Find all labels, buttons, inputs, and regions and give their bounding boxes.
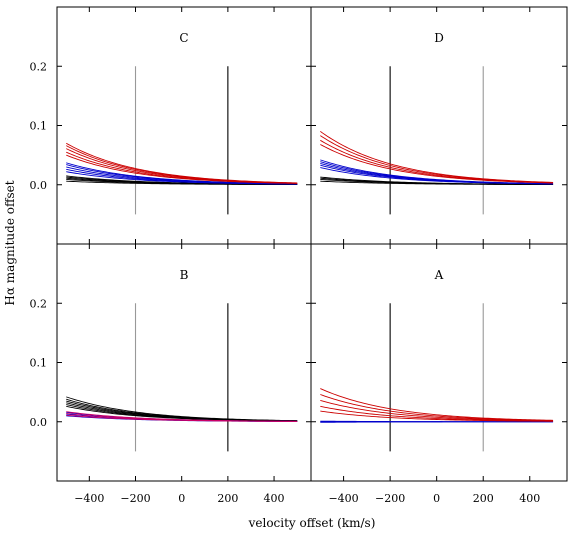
y-tick-label: 0.2 <box>30 60 48 73</box>
panel-label: D <box>434 31 444 45</box>
series-line-black <box>320 176 554 185</box>
y-tick-label: 0.0 <box>30 416 48 429</box>
series-line-red <box>320 394 554 421</box>
series-line-blue <box>66 162 298 185</box>
panel-label: A <box>434 268 444 282</box>
panel-D: D <box>310 6 568 245</box>
panels: C D B A <box>56 6 568 482</box>
x-tick-label: −400 <box>74 492 104 505</box>
y-tick-label: 0.0 <box>30 179 48 192</box>
ticks: 0.0 0.1 0.2 0.0 0.1 0.2 −400 −200 0 200 400 −400 −20… <box>30 60 541 505</box>
panel-C: C <box>56 6 312 245</box>
x-tick-label: 400 <box>264 492 285 505</box>
panel-label: C <box>179 31 188 45</box>
x-tick-label: −400 <box>328 492 358 505</box>
panel-A: A <box>310 243 568 482</box>
y-tick-label: 0.1 <box>30 120 48 133</box>
y-tick-label: 0.1 <box>30 357 48 370</box>
y-axis-title: Hα magnitude offset <box>3 180 17 305</box>
x-tick-label: 400 <box>519 492 540 505</box>
series-line-red <box>320 131 554 183</box>
series-line-red <box>320 144 554 184</box>
series-line-black <box>66 404 298 422</box>
series-line-black <box>66 396 298 422</box>
x-tick-label: 0 <box>178 492 185 505</box>
series-line-blue <box>320 159 554 185</box>
panel-label: B <box>180 268 189 282</box>
x-tick-label: 0 <box>433 492 440 505</box>
series-line-magenta <box>66 411 298 422</box>
series-line-blue <box>320 420 554 423</box>
series-line-red <box>320 399 554 422</box>
series-line-red <box>66 142 298 184</box>
x-tick-label: 200 <box>217 492 238 505</box>
x-axis-title: velocity offset (km/s) <box>248 516 376 530</box>
panel-B: B <box>56 243 312 482</box>
x-tick-label: −200 <box>375 492 405 505</box>
y-tick-label: 0.2 <box>30 297 48 310</box>
series-line-red <box>320 388 554 421</box>
x-tick-label: −200 <box>120 492 150 505</box>
x-tick-label: 200 <box>473 492 494 505</box>
